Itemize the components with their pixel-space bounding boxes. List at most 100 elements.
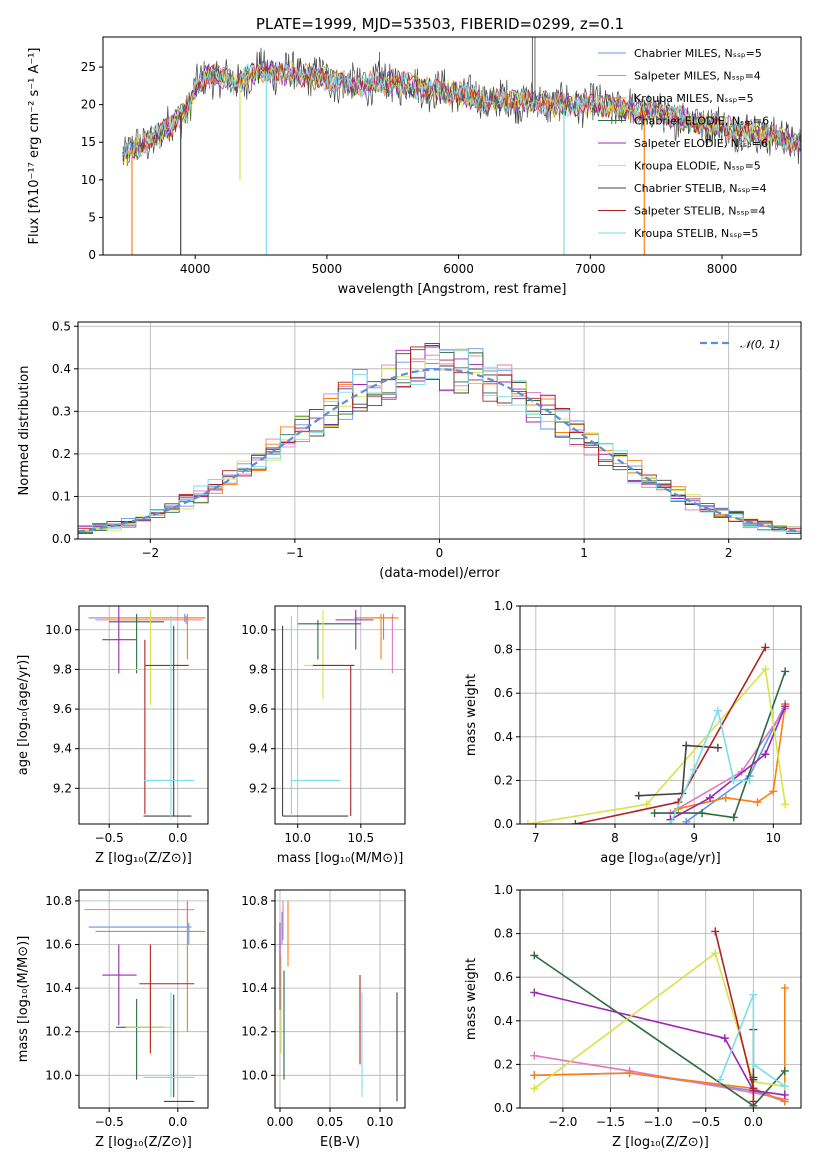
weight-point-marker [781, 667, 790, 676]
plot-content [84, 900, 206, 1103]
y-axis-label: Flux [fλ10⁻¹⁷ erg cm⁻² s⁻¹ A⁻¹] [27, 48, 42, 245]
weight-point-marker [780, 1082, 789, 1091]
x-tick-label: 0.00 [267, 1115, 294, 1129]
axes-frame [77, 321, 802, 540]
weight-point-marker [745, 776, 754, 785]
legend-entry: Kroupa ELODIE, Nₛₛₚ=5 [634, 160, 761, 173]
weight-series-line [533, 951, 785, 1090]
y-tick-label: 10.6 [241, 938, 268, 952]
weight-point-marker [711, 949, 720, 958]
plot-content [88, 606, 206, 819]
weight-point-marker [753, 798, 762, 807]
legend-entry: Kroupa STELIB, Nₛₛₚ=5 [634, 227, 758, 240]
y-tick-label: 0.3 [52, 404, 71, 418]
axes-frame [274, 605, 406, 825]
panel-spectrum: 4000 5000 6000 7000 8000 0 5 10 15 20 25 wavelength… [27, 36, 802, 297]
weight-series-line [719, 994, 786, 1087]
weight-point-marker [523, 820, 532, 824]
weight-point-marker [780, 1066, 789, 1075]
figure-title: PLATE=1999, MJD=53503, FIBERID=0299, z=0… [256, 15, 624, 33]
y-axis-label: mass [log₁₀(M/M⊙)] [16, 936, 31, 1063]
x-axis-label: wavelength [Angstrom, rest frame] [338, 282, 567, 297]
y-tick-label: 10.0 [45, 623, 72, 637]
weight-point-marker [571, 820, 580, 824]
y-tick-label: 0.5 [52, 319, 71, 333]
weight-point-marker [713, 706, 722, 715]
weight-point-marker [713, 743, 722, 752]
x-tick-label: −1.0 [644, 1115, 673, 1129]
panel-residual-histogram: −2 −1 0 1 2 0.0 0.1 0.2 0.3 0.4 0.5 (data-model)/er… [17, 319, 802, 581]
y-tick-label: 20 [81, 98, 96, 112]
y-tick-label: 9.2 [53, 781, 72, 795]
legend-entry: Chabrier STELIB, Nₛₛₚ=4 [634, 182, 767, 195]
panel-weight-vs-Z: −2.0 −1.5 −1.0 −0.5 0.0 0.0 0.2 0.4 0.6 0.8 1.0 Z [… [464, 883, 802, 1150]
legend-entry: Chabrier ELODIE, Nₛₛₚ=6 [634, 115, 769, 128]
y-tick-label: 10.0 [45, 1068, 72, 1082]
legend: Chabrier MILES, Nₛₛₚ=5 Salpeter MILES, Nₛ… [598, 47, 769, 240]
x-tick-label: 10.0 [284, 831, 311, 845]
x-tick-label: 8 [611, 831, 619, 845]
x-tick-label: 0.0 [168, 1115, 187, 1129]
plot-content [122, 37, 801, 255]
weight-point-marker [729, 813, 738, 822]
y-tick-label: 0.8 [494, 927, 513, 941]
y-tick-label: 10.8 [241, 894, 268, 908]
weight-series-line [527, 667, 786, 824]
weight-point-marker [769, 787, 778, 796]
y-tick-label: 9.6 [249, 702, 268, 716]
x-tick-label: 0 [436, 546, 444, 560]
weight-point-marker [530, 951, 539, 960]
weight-point-marker [761, 665, 770, 674]
x-tick-label: 5000 [312, 262, 343, 276]
weight-point-marker [749, 990, 758, 999]
y-tick-label: 0 [88, 248, 96, 262]
y-tick-label: 9.4 [249, 742, 268, 756]
weight-point-marker [698, 809, 707, 818]
y-tick-label: 1.0 [494, 883, 513, 897]
x-tick-label: 0.10 [367, 1115, 394, 1129]
y-tick-label: 9.4 [53, 742, 72, 756]
legend-entry: 𝒩(0, 1) [740, 338, 780, 351]
weight-series-line [533, 954, 786, 1107]
weight-point-marker [749, 1084, 758, 1093]
weight-point-marker [690, 765, 699, 774]
weight-series-line [670, 705, 786, 821]
x-tick-label: 10 [766, 831, 781, 845]
x-tick-label: 0.05 [317, 1115, 344, 1129]
x-tick-label: 9 [690, 831, 698, 845]
weight-series-line [638, 744, 718, 797]
y-tick-label: 9.8 [249, 662, 268, 676]
x-axis-label: age [log₁₀(age/yr)] [600, 851, 721, 866]
weight-point-marker [711, 927, 720, 936]
axes-frame [78, 889, 209, 1109]
spectrum-series-line [122, 60, 801, 161]
weight-series-line [534, 988, 786, 1103]
weight-point-marker [666, 820, 675, 824]
legend-entry: Kroupa MILES, Nₛₛₚ=5 [634, 92, 754, 105]
y-tick-label: 0.4 [494, 1014, 513, 1028]
weight-point-marker [705, 793, 714, 802]
panel-age-vs-Z: −0.5 0.0 9.2 9.4 9.6 9.8 10.0 Z [log₁₀(Z/Z⊙)] ag… [16, 605, 209, 866]
y-tick-label: 0.4 [52, 362, 71, 376]
weight-point-marker [634, 791, 643, 800]
weight-point-marker [780, 1090, 789, 1099]
weight-point-marker [625, 1069, 634, 1078]
x-tick-label: −2 [141, 546, 159, 560]
axes-frame [78, 605, 209, 825]
plot-content [523, 643, 790, 824]
x-tick-label: 2 [725, 546, 733, 560]
gaussian-reference-curve [78, 368, 801, 533]
histogram-series-steps [78, 348, 801, 536]
x-tick-label: 7 [532, 831, 540, 845]
y-tick-label: 5 [88, 210, 96, 224]
x-tick-label: −2.0 [548, 1115, 577, 1129]
weight-point-marker [720, 1034, 729, 1043]
axes-frame [519, 605, 802, 825]
weight-point-marker [721, 793, 730, 802]
weight-point-marker [642, 800, 651, 809]
y-axis-label: age [log₁₀(age/yr)] [16, 655, 31, 776]
x-tick-label: 6000 [443, 262, 474, 276]
legend-entry: Salpeter ELODIE, Nₛₛₚ=6 [634, 137, 768, 150]
y-tick-label: 9.2 [249, 781, 268, 795]
y-axis-label: mass weight [464, 958, 479, 1040]
